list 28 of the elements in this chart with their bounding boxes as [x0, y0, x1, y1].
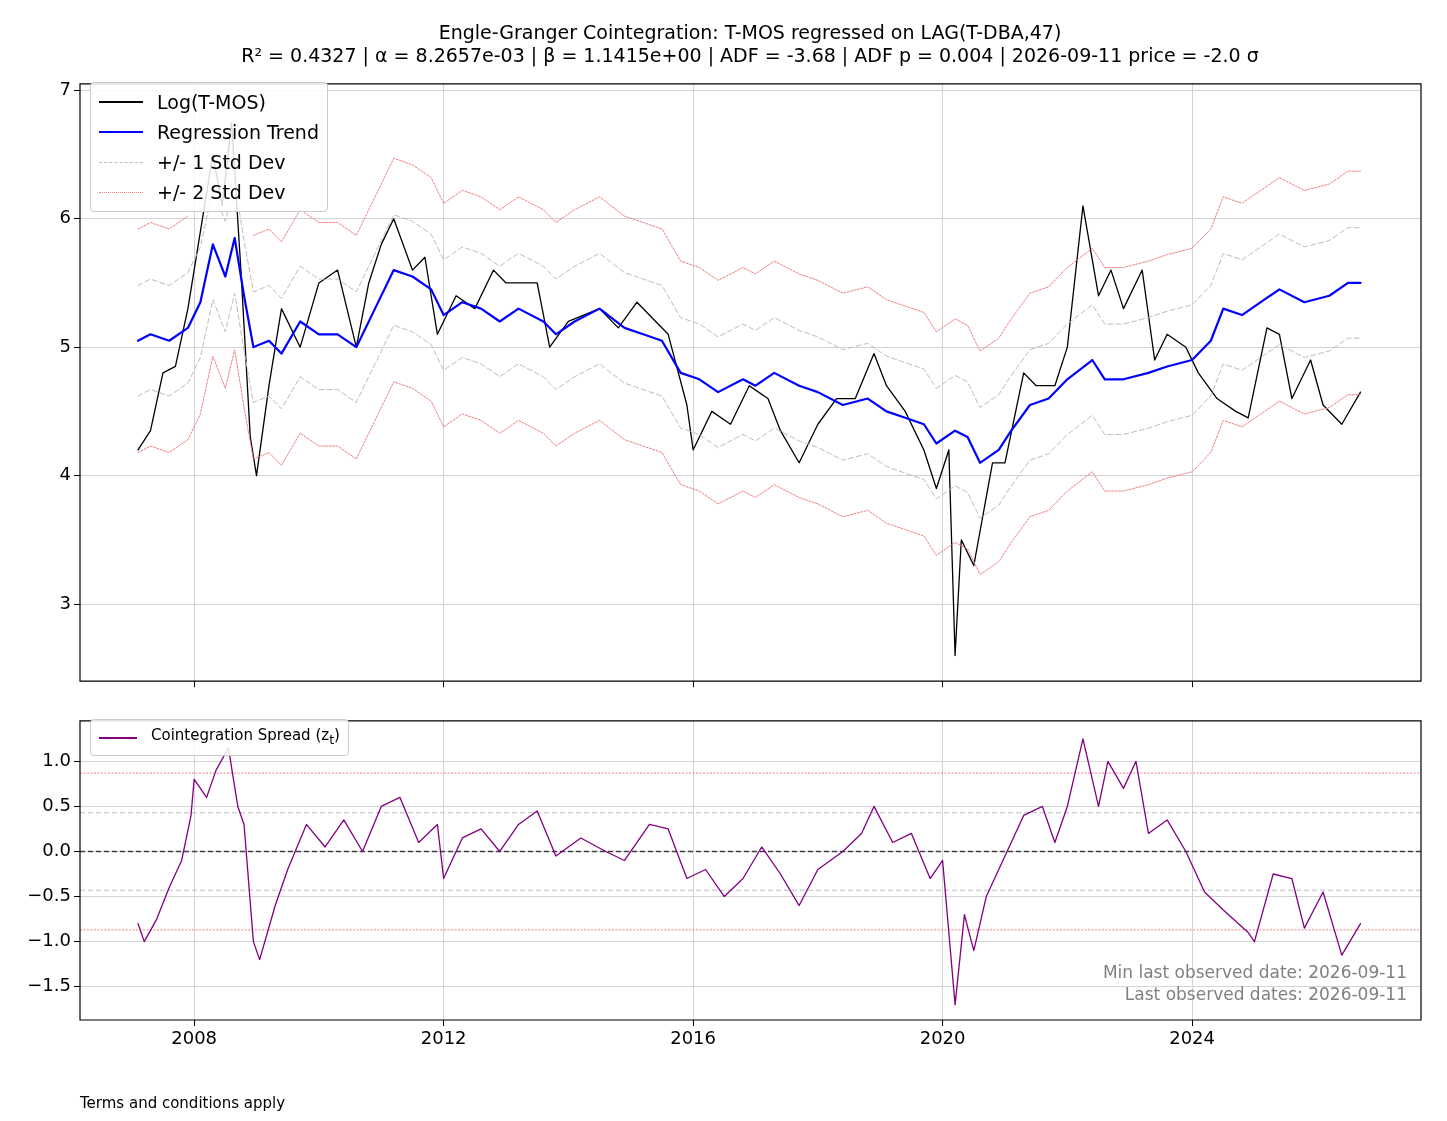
line-series	[137, 292, 1361, 519]
legend-label: Cointegration Spread (z$_{t}$)	[151, 725, 340, 749]
y-tick-label: 0.0	[42, 839, 71, 861]
x-tick-label: 2016	[670, 1027, 717, 1049]
legend-label: +/- 1 Std Dev	[157, 150, 286, 175]
line-series	[137, 349, 1361, 576]
y-tick-label: −1.5	[27, 974, 71, 996]
annotation: Last observed dates: 2026-09-11	[1124, 983, 1407, 1004]
y-tick-label: −0.5	[27, 884, 71, 906]
y-tick-label: 1.0	[42, 749, 71, 771]
x-tick-label: 2012	[420, 1027, 467, 1049]
y-tick-label: −1.0	[27, 929, 71, 951]
x-tick-label: 2008	[171, 1027, 218, 1049]
y-tick-label: 7	[59, 77, 71, 99]
text: Terms and conditions apply	[80, 1094, 286, 1112]
y-tick-label: 3	[59, 591, 71, 613]
legend-label: Regression Trend	[157, 120, 319, 145]
x-tick-label: 2020	[919, 1027, 966, 1049]
chart-title: Engle-Granger Cointegration: T-MOS regressed on LAG(T-DBA,47)	[437, 21, 1063, 44]
chart-subtitle: R² = 0.4327 | α = 8.2657e-03 | β = 1.1415e+00 | ADF = -3.68 | ADF p = 0.004 | 2026-09-11 price = -2.0 σ	[240, 44, 1260, 67]
legend-label: Log(T-MOS)	[157, 90, 266, 115]
y-tick-label: 5	[59, 334, 71, 356]
y-tick-label: 4	[59, 463, 71, 485]
y-tick-label: 0.5	[42, 794, 71, 816]
legend-label: +/- 2 Std Dev	[157, 180, 286, 205]
y-tick-label: 6	[59, 206, 71, 228]
x-tick-label: 2024	[1169, 1027, 1215, 1049]
annotation: Min last observed date: 2026-09-11	[1102, 961, 1407, 982]
